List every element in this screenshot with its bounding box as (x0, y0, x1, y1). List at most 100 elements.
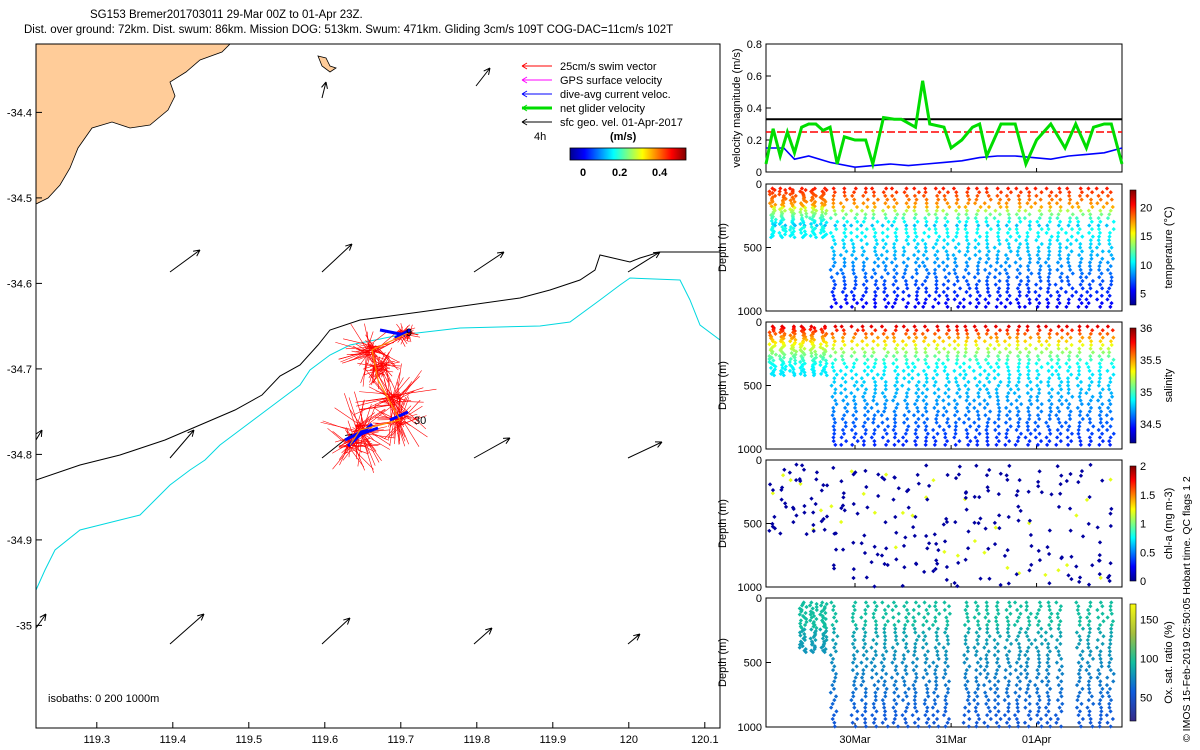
profile-point (1056, 568, 1061, 573)
profile-point (936, 357, 941, 362)
profile-point (808, 618, 813, 623)
profile-point (1006, 679, 1012, 684)
profile-point (1074, 645, 1080, 650)
profile-point (945, 230, 950, 235)
profile-point (1088, 331, 1093, 337)
swim-vector (367, 331, 374, 348)
profile-point (894, 405, 899, 410)
profile-point (947, 342, 952, 348)
profile-point (1059, 664, 1064, 669)
profile-point (975, 442, 980, 447)
profile-point (932, 532, 937, 537)
profile-point (925, 387, 930, 392)
profile-point (935, 649, 940, 654)
profile-point (863, 234, 868, 239)
profile-point (992, 368, 997, 373)
profile-point (1065, 238, 1070, 243)
profile-point (1006, 368, 1011, 373)
profile-point (839, 519, 844, 525)
profile-point (985, 724, 990, 729)
profile-point (967, 197, 972, 202)
profile-point (992, 376, 997, 381)
profile-point (1058, 481, 1063, 487)
swim-vector (396, 421, 404, 428)
profile-point (934, 201, 939, 206)
profile-point (823, 616, 828, 622)
profile-point (770, 521, 775, 527)
cbar-label: chl-a (mg m-3) (1163, 488, 1175, 560)
profile-point (1036, 671, 1041, 676)
profile-point (853, 186, 858, 191)
profile-point (1096, 215, 1101, 221)
profile-point (863, 686, 868, 692)
profile-point (865, 197, 870, 202)
profile-point (1075, 698, 1080, 703)
profile-point (926, 716, 931, 722)
profile-point (985, 241, 990, 247)
swim-vector (347, 445, 365, 468)
profile-point (936, 387, 941, 392)
profile-point (799, 230, 804, 235)
profile-point (1098, 346, 1103, 351)
profile-point (966, 416, 971, 422)
profile-point (943, 383, 949, 388)
profile-point (1035, 701, 1040, 707)
profile-point (1046, 701, 1051, 707)
profile-point (841, 204, 846, 210)
profile-point (1004, 238, 1009, 243)
profile-point (1107, 578, 1112, 584)
profile-point (931, 713, 936, 718)
profile-point (1077, 339, 1083, 344)
profile-point (924, 533, 929, 539)
profile-point (832, 260, 837, 265)
profile-point (1016, 518, 1021, 523)
profile-point (1075, 223, 1081, 228)
profile-point (1007, 409, 1012, 414)
profile-point (984, 675, 989, 680)
copyright-note: © IMOS 15-Feb-2019 02:50:05 Hobart time.… (1181, 476, 1193, 742)
profile-point (1036, 372, 1041, 377)
profile-point (965, 394, 971, 399)
profile-point (934, 607, 939, 613)
profile-point (834, 709, 839, 714)
profile-point (831, 409, 836, 414)
series-line (766, 147, 1123, 169)
profile-point (861, 491, 866, 496)
profile-point (1108, 698, 1114, 703)
profile-point (944, 409, 949, 414)
profile-point (811, 528, 816, 534)
profile-point (922, 652, 928, 658)
cbar-tick-label: 0.5 (1140, 547, 1155, 559)
profile-point (885, 335, 890, 340)
profile-point (904, 201, 909, 206)
profile-point (1107, 442, 1113, 447)
profile-point (997, 271, 1002, 276)
panel-ytick-label: 1000 (738, 444, 762, 456)
profile-point (851, 540, 856, 545)
profile-point (1043, 705, 1049, 710)
profile-point (839, 324, 844, 329)
profile-point (966, 709, 971, 714)
profile-point (995, 686, 1000, 692)
profile-point (885, 271, 891, 276)
profile-point (1045, 545, 1050, 550)
profile-point (1056, 212, 1061, 217)
profile-point (912, 705, 918, 710)
profile-point (1088, 600, 1093, 605)
profile-point (1074, 630, 1079, 635)
profile-point (896, 619, 901, 624)
profile-point (992, 645, 998, 650)
profile-point (1058, 724, 1064, 729)
profile-point (1004, 271, 1010, 276)
profile-point (1057, 420, 1062, 425)
profile-point (1087, 709, 1092, 714)
swim-vector (392, 376, 410, 397)
profile-point (996, 342, 1001, 348)
profile-point (1097, 267, 1102, 272)
profile-point (996, 201, 1002, 206)
profile-point (809, 224, 814, 230)
profile-point (902, 626, 907, 631)
profile-point (859, 435, 864, 440)
profile-point (860, 324, 865, 329)
profile-point (977, 431, 982, 436)
